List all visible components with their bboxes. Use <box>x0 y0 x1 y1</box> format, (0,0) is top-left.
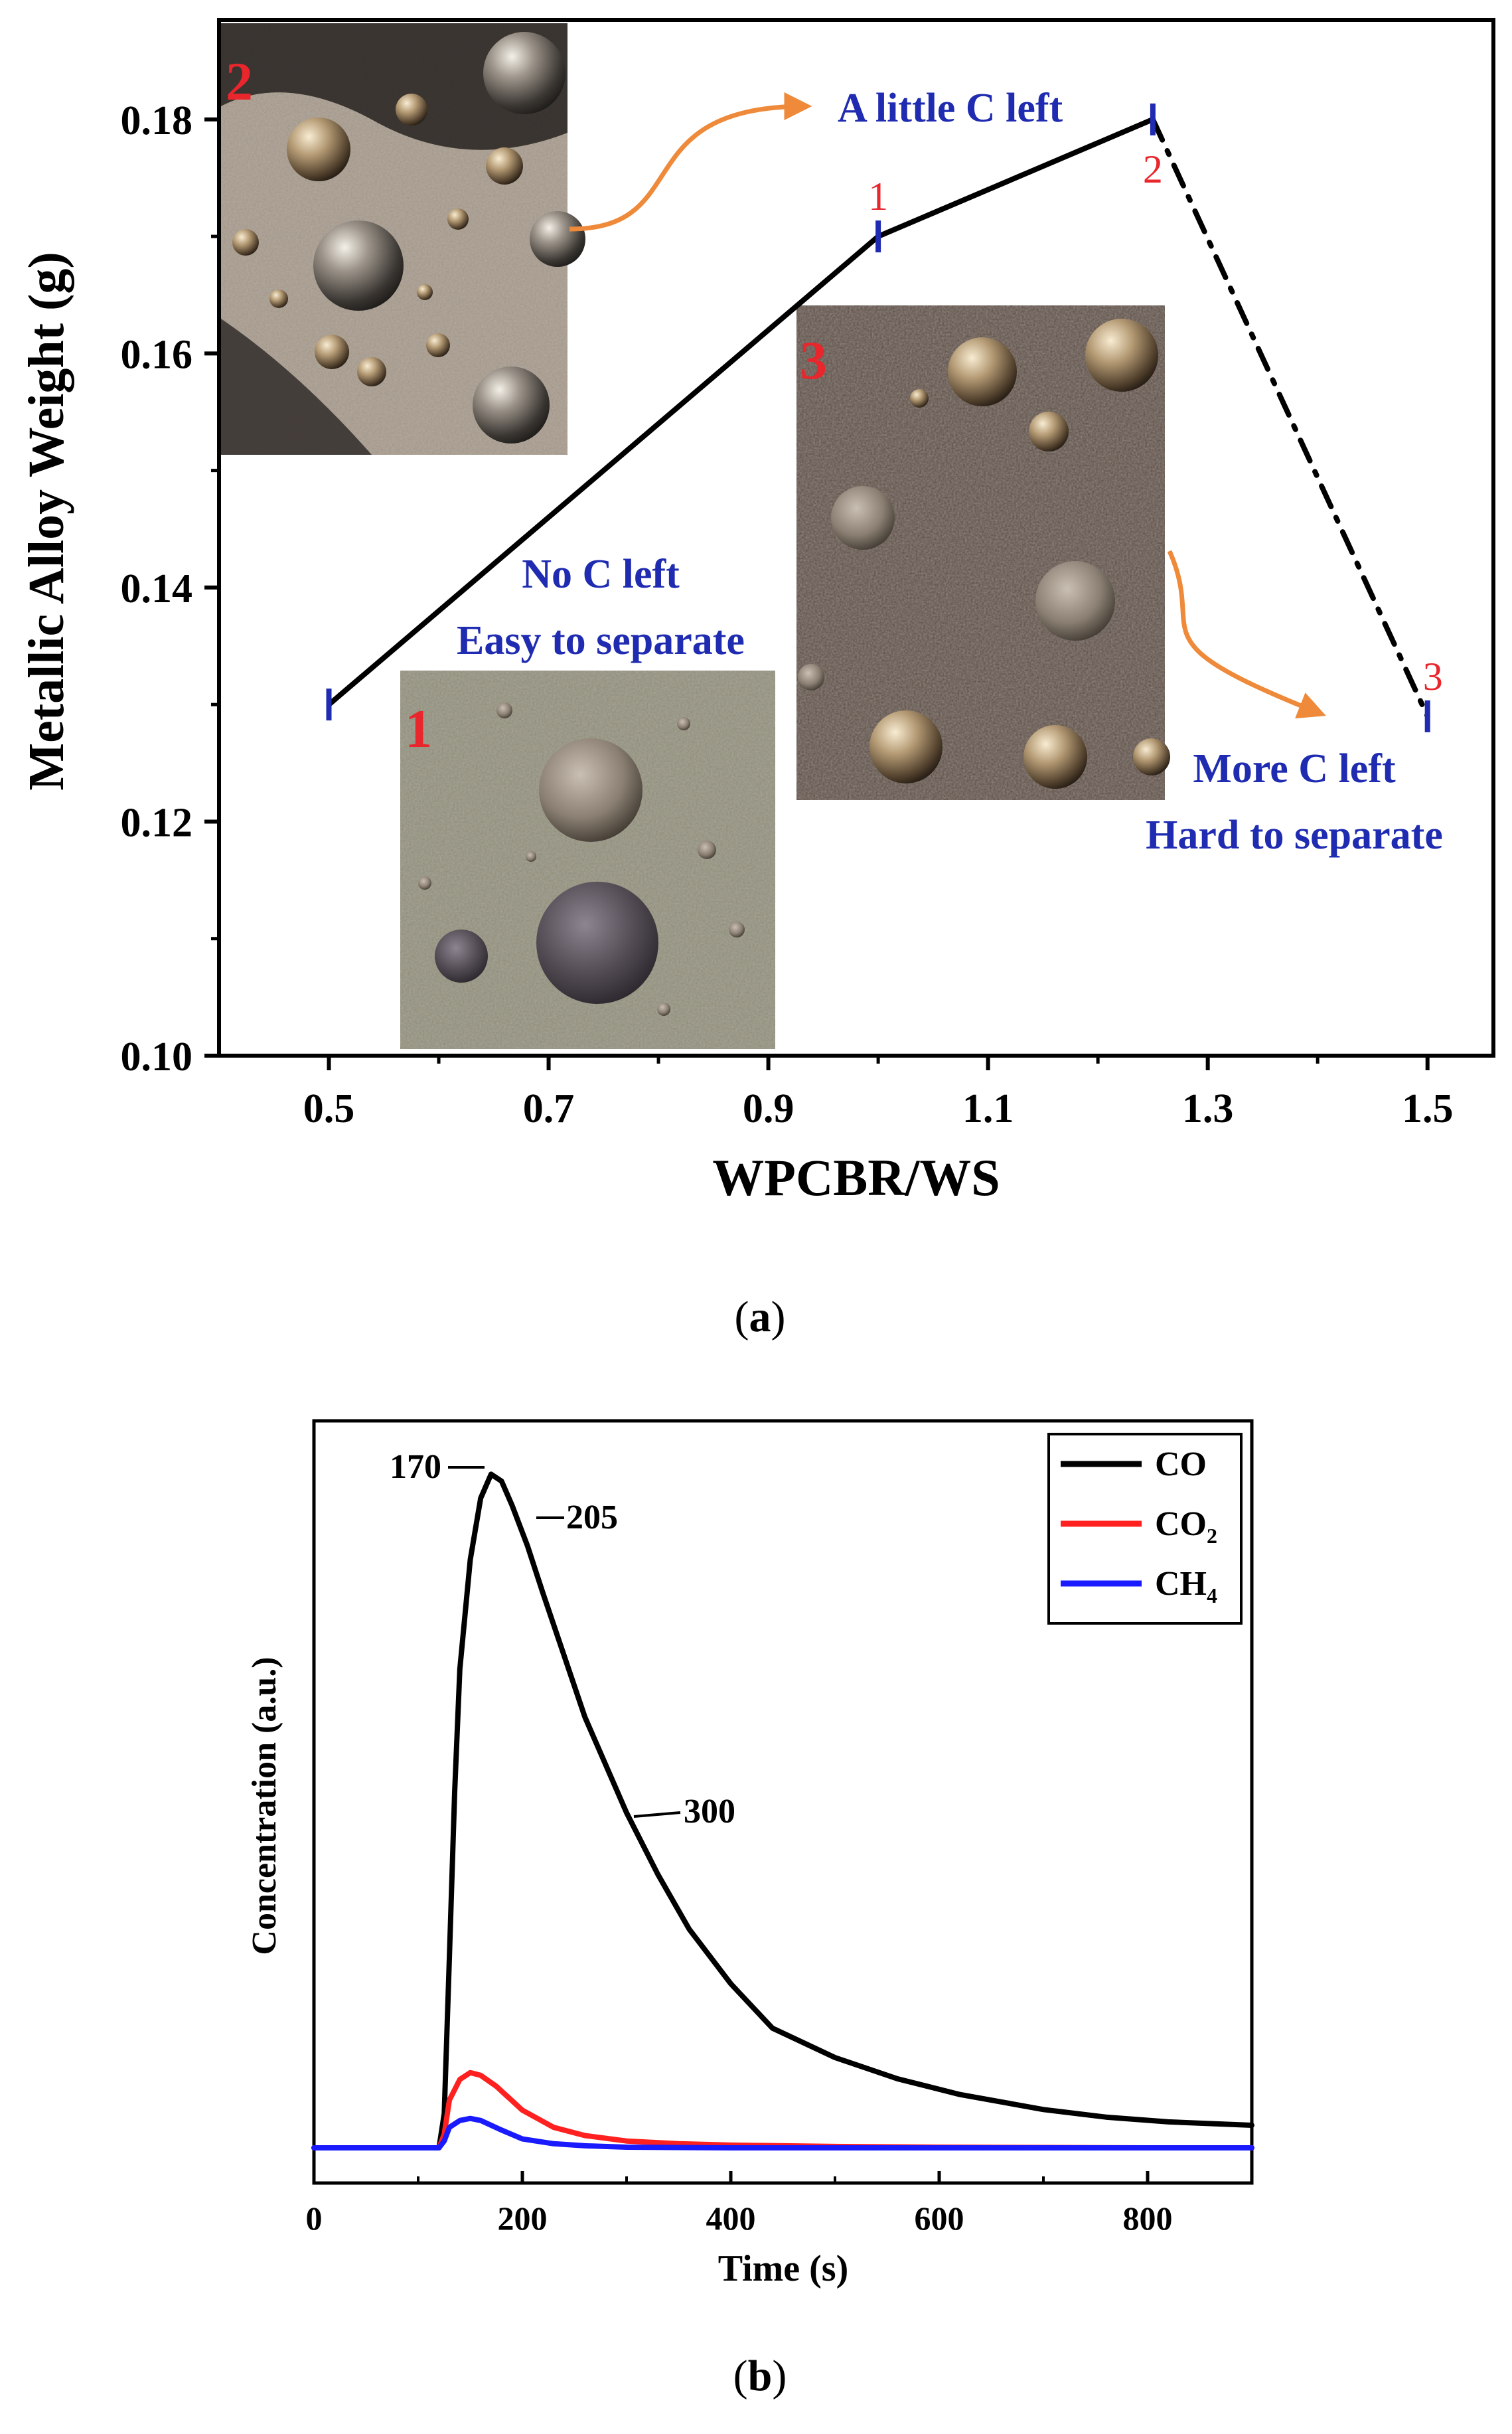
a-point-label-2: 2 <box>1143 147 1163 191</box>
annotation-205: 205 <box>566 1499 618 1536</box>
panel-a-y-ticks: 0.10 0.12 0.14 0.16 0.18 <box>121 98 219 1080</box>
caption-a-letter: a <box>749 1293 771 1341</box>
leader-300 <box>633 1811 681 1818</box>
a-xtick-label: 0.5 <box>303 1086 355 1131</box>
panel-a-x-ticks: 0.5 0.7 0.9 1.1 1.3 1.5 <box>303 1056 1454 1131</box>
a-ytick-label: 0.14 <box>121 566 193 611</box>
b-xtick-label: 600 <box>915 2200 964 2237</box>
a-xtick-label: 1.5 <box>1402 1086 1454 1131</box>
arrow-to-little-c <box>569 92 812 232</box>
a-xtick-label: 0.7 <box>523 1086 575 1131</box>
panel-b-frame <box>312 1419 1254 2185</box>
a-xtick-label: 1.1 <box>962 1086 1014 1131</box>
caption-a: (a) <box>735 1293 786 1341</box>
panel-a-data-line <box>326 116 1430 719</box>
panel-a-x-axis-title: WPCBR/WS <box>712 1149 1000 1206</box>
annotation-a-little-c-left: A little C left <box>838 86 1063 131</box>
panel-b-series <box>311 1471 1254 2150</box>
caption-b-letter: b <box>748 2352 773 2400</box>
inset-photo-1: 1 <box>400 671 775 1049</box>
inset-photo-3: 3 <box>796 305 1170 800</box>
annotation-easy-to-separate: Easy to separate <box>457 618 745 663</box>
a-ytick-label: 0.12 <box>121 800 193 845</box>
series-line-ch4 <box>311 2115 1254 2150</box>
a-line-segment-3 <box>1150 116 1430 719</box>
a-xtick-label: 0.9 <box>743 1086 794 1131</box>
panel-b-x-axis-title: Time (s) <box>718 2248 849 2289</box>
a-line-segment-1 <box>326 234 881 708</box>
panel-a-frame <box>217 18 1495 1058</box>
a-ytick-label: 0.16 <box>121 332 193 377</box>
annotation-more-c-left: More C left <box>1193 746 1396 791</box>
annotation-300: 300 <box>684 1793 735 1830</box>
panel-b-x-ticks: 0 200 400 600 800 <box>306 2171 1173 2237</box>
annotation-hard-to-separate: Hard to separate <box>1146 813 1443 858</box>
inset-3-label: 3 <box>800 330 827 390</box>
annotation-170: 170 <box>390 1448 441 1486</box>
inset-1-label: 1 <box>405 698 432 759</box>
b-xtick-label: 200 <box>498 2200 548 2237</box>
series-line-co <box>311 1471 1254 2150</box>
inset-2-label: 2 <box>226 51 253 112</box>
panel-a-point-labels: 1 2 3 <box>868 147 1443 698</box>
series-line-co2 <box>311 2069 1254 2150</box>
legend-label-ch4: CH4 <box>1155 1565 1217 1607</box>
a-ytick-label: 0.10 <box>121 1034 193 1080</box>
panel-a-y-axis-title: Metallic Alloy Weight (g) <box>19 252 74 790</box>
b-xtick-label: 400 <box>706 2200 756 2237</box>
a-line-segment-2 <box>875 116 1156 240</box>
inset-photo-2: 2 <box>221 23 585 455</box>
b-xtick-label: 800 <box>1123 2200 1173 2237</box>
panel-b: 0 200 400 600 800 Time (s) Concentration (a.… <box>246 1419 1254 2289</box>
legend-label-co2: CO2 <box>1155 1505 1217 1548</box>
panel-a-point-markers <box>326 103 1430 732</box>
caption-b: (b) <box>733 2352 787 2400</box>
legend-label-co: CO <box>1155 1445 1207 1483</box>
a-point-label-3: 3 <box>1423 655 1443 698</box>
panel-b-legend: CO CO2 CH4 <box>1047 1433 1243 1625</box>
b-xtick-label: 0 <box>306 2200 323 2237</box>
a-xtick-label: 1.3 <box>1182 1086 1234 1131</box>
arrow-to-more-c <box>1167 550 1326 719</box>
a-ytick-label: 0.18 <box>121 98 193 143</box>
a-point-label-1: 1 <box>868 175 888 218</box>
annotation-no-c-left: No C left <box>522 552 680 597</box>
panel-b-y-axis-title: Concentration (a.u.) <box>246 1657 283 1955</box>
panel-a: 0.5 0.7 0.9 1.1 1.3 1.5 0.100.120.140.160.18 … <box>19 18 1495 1206</box>
